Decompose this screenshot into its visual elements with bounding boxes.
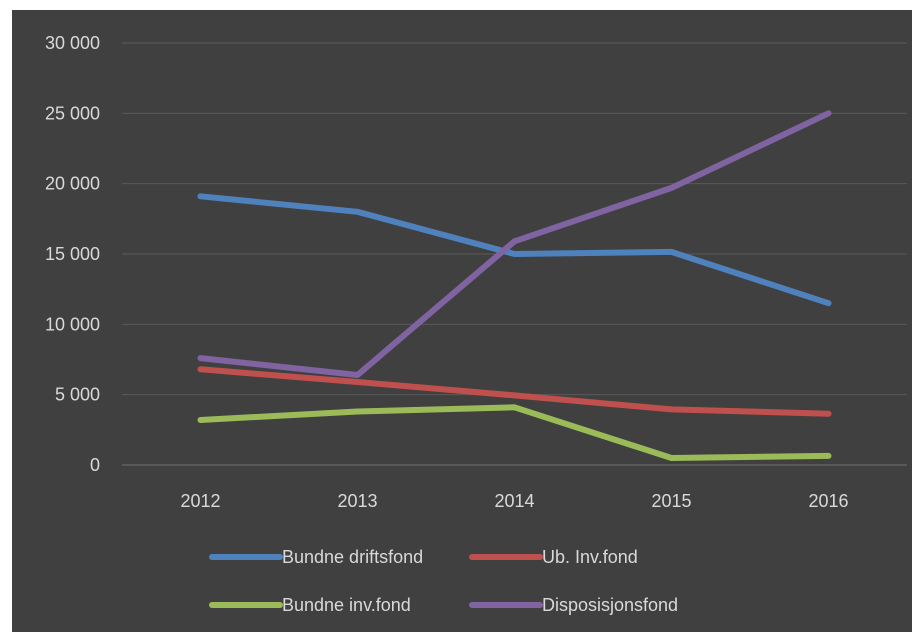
x-tick-label: 2013 (337, 491, 377, 511)
y-tick-label: 5 000 (55, 385, 100, 405)
legend-label: Disposisjonsfond (542, 595, 678, 615)
line-chart: 0 5 000 10 000 15 000 20 000 25 000 30 000 201… (12, 10, 912, 632)
y-tick-label: 15 000 (45, 244, 100, 264)
y-tick-label: 20 000 (45, 174, 100, 194)
legend-label: Bundne inv.fond (282, 595, 411, 615)
series-line (197, 110, 832, 378)
x-axis-ticks: 2012 2013 2014 2015 2016 (180, 491, 848, 511)
y-tick-label: 30 000 (45, 33, 100, 53)
series-line (197, 404, 832, 461)
legend-label: Ub. Inv.fond (542, 547, 638, 567)
legend: Bundne driftsfond Ub. Inv.fond Bundne inv.… (209, 547, 678, 615)
series-lines (197, 110, 832, 461)
x-tick-label: 2015 (651, 491, 691, 511)
gridlines (122, 42, 907, 466)
legend-label: Bundne driftsfond (282, 547, 423, 567)
y-axis-ticks: 0 5 000 10 000 15 000 20 000 25 000 30 000 (45, 33, 100, 475)
series-line (197, 193, 832, 307)
y-tick-label: 0 (90, 455, 100, 475)
chart-area: 0 5 000 10 000 15 000 20 000 25 000 30 000 201… (12, 10, 912, 632)
x-tick-label: 2012 (180, 491, 220, 511)
x-tick-label: 2014 (494, 491, 534, 511)
series-line (197, 366, 832, 417)
y-tick-label: 10 000 (45, 314, 100, 334)
y-tick-label: 25 000 (45, 103, 100, 123)
chart-background (12, 10, 912, 632)
x-tick-label: 2016 (808, 491, 848, 511)
